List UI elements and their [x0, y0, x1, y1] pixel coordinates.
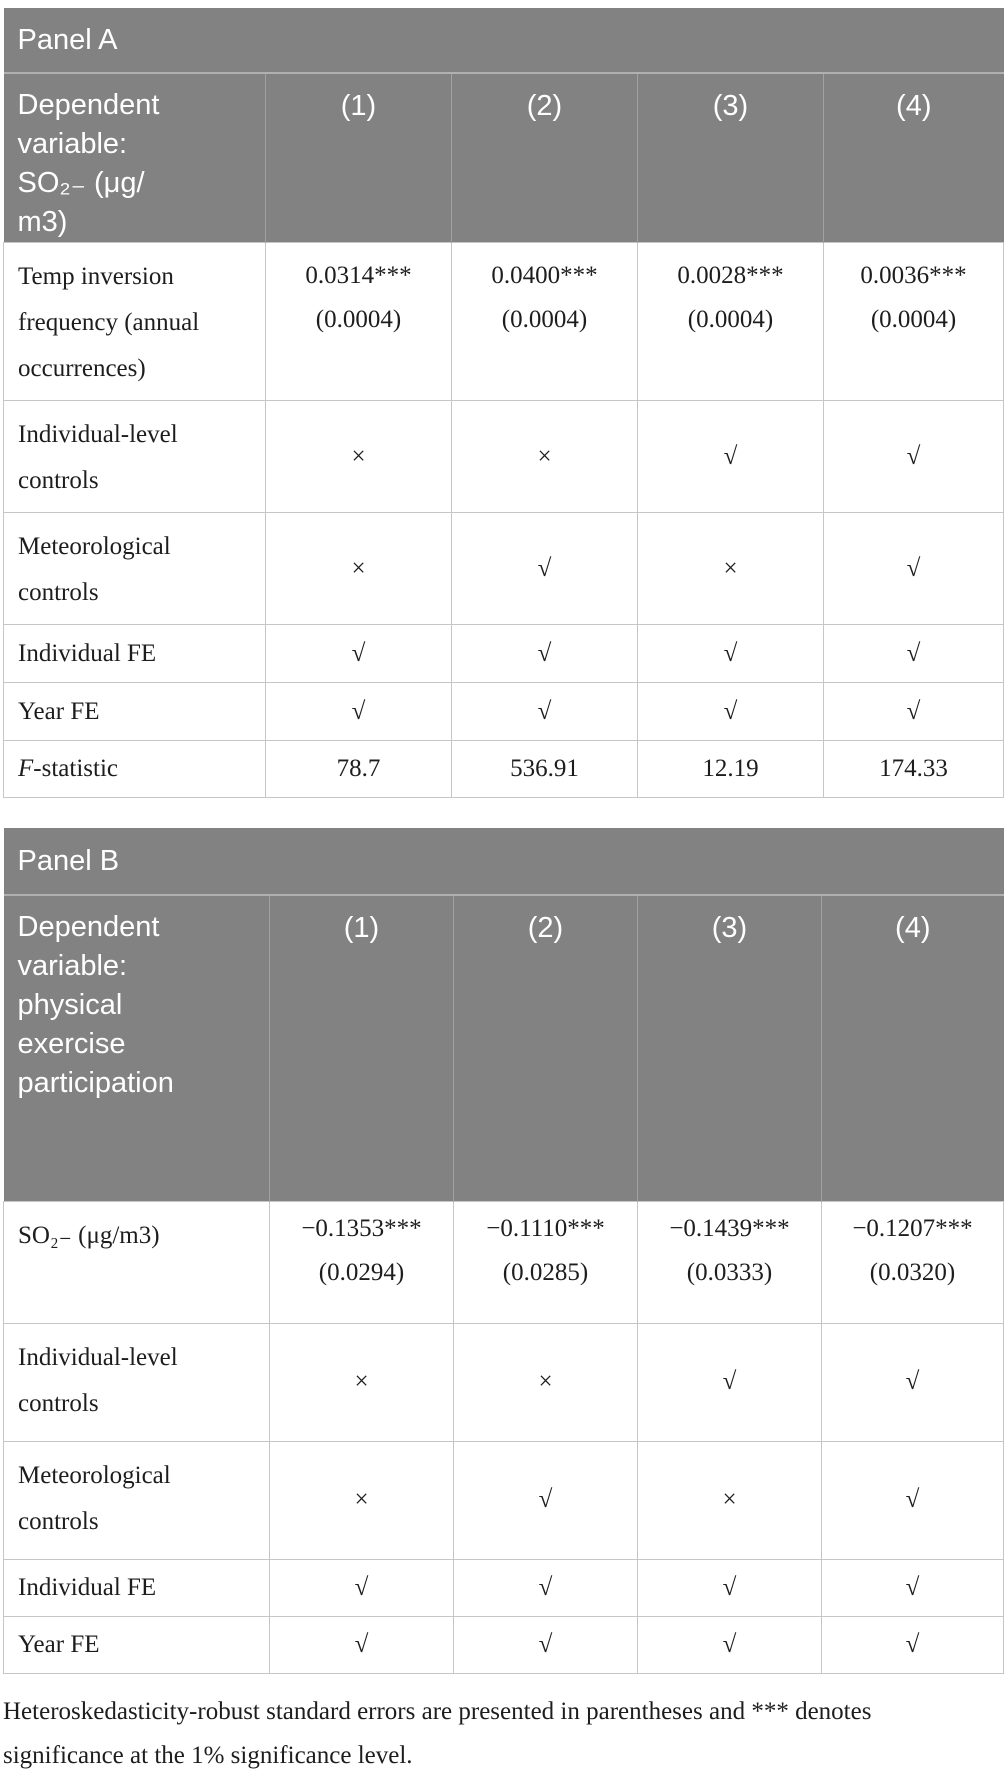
row-label-meteorological-controls: Meteorological controls	[3, 1440, 270, 1560]
coefficient-value: 0.0036***	[860, 262, 967, 289]
panel-b-column-header-4: (4)	[820, 895, 1004, 1201]
mark-cell: √	[453, 1440, 638, 1560]
coefficient-value: 0.0028***	[677, 262, 784, 289]
panel-a-column-header-2: (2)	[451, 73, 638, 243]
coef-cell: 0.0036*** (0.0004)	[822, 242, 1005, 401]
mark-cell: ×	[265, 400, 452, 513]
coef-cell: −0.1439*** (0.0333)	[637, 1200, 822, 1324]
panel-b-column-header-2: (2)	[453, 895, 638, 1201]
panel-gap	[3, 798, 1003, 828]
mark-cell: √	[637, 1615, 822, 1674]
standard-error: (0.0004)	[315, 306, 402, 333]
mark-cell: √	[822, 512, 1005, 625]
mark-cell: √	[265, 624, 452, 683]
row-label-so2: SO₂₋ (μg/m3)	[3, 1200, 270, 1324]
mark-cell: ×	[637, 512, 824, 625]
mark-cell: √	[820, 1558, 1005, 1617]
mark-cell: √	[637, 1322, 822, 1442]
standard-error: (0.0004)	[501, 306, 588, 333]
mark-cell: √	[453, 1558, 638, 1617]
mark-cell: √	[265, 682, 452, 741]
coef-cell: 0.0400*** (0.0004)	[451, 242, 638, 401]
mark-cell: √	[822, 624, 1005, 683]
row-label-temp-inversion: Temp inversion frequency (annual occurre…	[3, 242, 266, 401]
panel-b-table: Panel B Dependent variable: physical exe…	[3, 828, 1005, 1674]
mark-cell: √	[637, 1558, 822, 1617]
coef-cell: −0.1353*** (0.0294)	[269, 1200, 454, 1324]
row-label-individual-fe: Individual FE	[3, 624, 266, 683]
mark-cell: √	[451, 624, 638, 683]
mark-cell: ×	[451, 400, 638, 513]
row-label-year-fe: Year FE	[3, 682, 266, 741]
standard-error: (0.0333)	[686, 1258, 773, 1286]
panel-a-title: Panel A	[3, 8, 1004, 74]
mark-cell: √	[269, 1615, 454, 1674]
coef-cell: −0.1207*** (0.0320)	[820, 1200, 1005, 1324]
row-label-individual-controls: Individual-level controls	[3, 1322, 270, 1442]
mark-cell: √	[637, 624, 824, 683]
coefficient-value: 0.0400***	[491, 262, 598, 289]
panel-a-table: Panel A Dependent variable: SO₂₋ (μg/ m3…	[3, 8, 1005, 798]
panel-b-column-header-3: (3)	[637, 895, 822, 1201]
coef-cell: 0.0314*** (0.0004)	[265, 242, 452, 401]
mark-cell: √	[637, 400, 824, 513]
standard-error: (0.0004)	[687, 306, 774, 333]
mark-cell: √	[820, 1615, 1005, 1674]
mark-cell: √	[453, 1615, 638, 1674]
mark-cell: √	[822, 400, 1005, 513]
table-footnote: Heteroskedasticity-robust standard error…	[3, 1697, 872, 1769]
coef-cell: −0.1110*** (0.0285)	[453, 1200, 638, 1324]
coef-cell: 0.0028*** (0.0004)	[637, 242, 824, 401]
row-label-meteorological-controls: Meteorological controls	[3, 512, 266, 625]
f-statistic-value: 78.7	[265, 740, 452, 798]
panel-a-column-header-4: (4)	[822, 73, 1004, 243]
mark-cell: ×	[269, 1322, 454, 1442]
f-statistic-value: 536.91	[451, 740, 638, 798]
panel-b-title: Panel B	[3, 828, 1004, 896]
f-statistic-italic-f: F	[18, 755, 34, 782]
panel-a-column-header-1: (1)	[265, 73, 452, 243]
row-label-f-statistic: F-statistic	[3, 740, 266, 798]
standard-error: (0.0294)	[318, 1258, 405, 1286]
mark-cell: √	[269, 1558, 454, 1617]
coefficient-value: −0.1353***	[301, 1214, 422, 1242]
mark-cell: √	[637, 682, 824, 741]
panel-b-column-header-1: (1)	[269, 895, 454, 1201]
mark-cell: √	[820, 1322, 1005, 1442]
mark-cell: √	[822, 682, 1005, 741]
mark-cell: ×	[269, 1440, 454, 1560]
row-label-individual-controls: Individual-level controls	[3, 400, 266, 513]
standard-error: (0.0004)	[870, 306, 957, 333]
panel-a-column-header-3: (3)	[637, 73, 824, 243]
coefficient-value: −0.1439***	[669, 1214, 790, 1242]
f-statistic-value: 12.19	[637, 740, 824, 798]
mark-cell: √	[820, 1440, 1005, 1560]
mark-cell: √	[451, 682, 638, 741]
coefficient-value: 0.0314***	[305, 262, 412, 289]
mark-cell: ×	[453, 1322, 638, 1442]
standard-error: (0.0320)	[869, 1258, 956, 1286]
coefficient-value: −0.1207***	[852, 1214, 973, 1242]
row-label-individual-fe: Individual FE	[3, 1558, 270, 1617]
row-label-year-fe: Year FE	[3, 1615, 270, 1674]
panel-a-dependent-variable: Dependent variable: SO₂₋ (μg/ m3)	[3, 73, 266, 243]
f-statistic-label-rest: -statistic	[33, 755, 118, 782]
standard-error: (0.0285)	[502, 1258, 589, 1286]
mark-cell: √	[451, 512, 638, 625]
f-statistic-value: 174.33	[822, 740, 1005, 798]
coefficient-value: −0.1110***	[486, 1214, 605, 1242]
panel-b-dependent-variable: Dependent variable: physical exercise pa…	[3, 895, 270, 1201]
mark-cell: ×	[265, 512, 452, 625]
mark-cell: ×	[637, 1440, 822, 1560]
